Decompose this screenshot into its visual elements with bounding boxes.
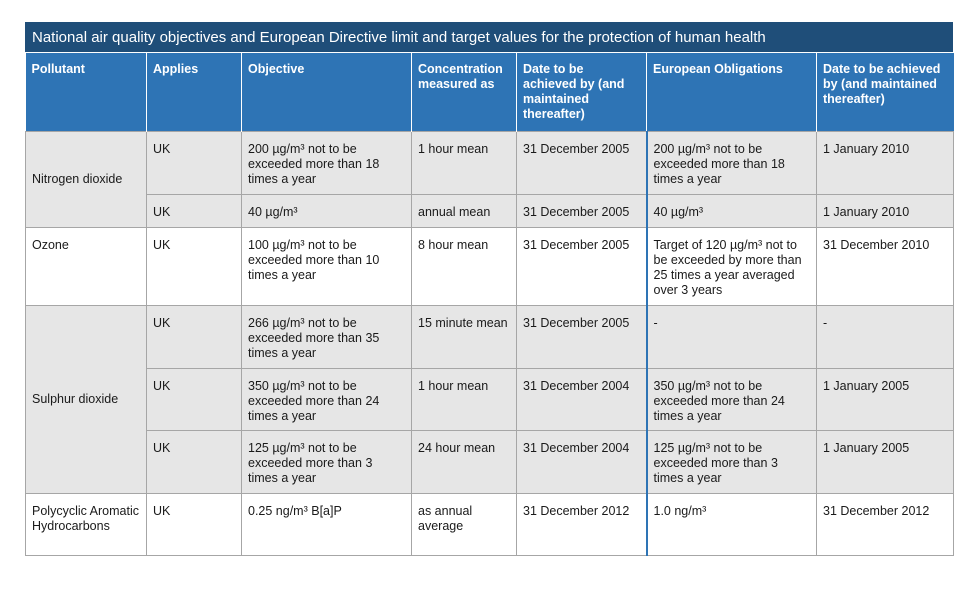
table-title: National air quality objectives and Euro…: [25, 22, 953, 53]
header-pollutant: Pollutant: [25, 53, 147, 131]
table-row: Ozone UK 100 µg/m³ not to be exceeded mo…: [25, 226, 954, 306]
objective-cell: 350 µg/m³ not to be exceeded more than 2…: [241, 367, 412, 431]
applies-cell: UK: [146, 226, 242, 306]
pollutant-cell: Polycyclic Aromatic Hydrocarbons: [25, 492, 147, 556]
eu-date-cell: 1 January 2010: [816, 130, 954, 195]
objective-cell: 266 µg/m³ not to be exceeded more than 3…: [241, 304, 412, 369]
date-cell: 31 December 2005: [516, 193, 647, 228]
objective-cell: 0.25 ng/m³ B[a]P: [241, 492, 412, 556]
header-date-achieved: Date to be achieved by (and maintained t…: [516, 53, 647, 131]
pollutant-cell: Ozone: [25, 226, 147, 306]
measured-cell: 15 minute mean: [411, 304, 517, 369]
measured-cell: annual mean: [411, 193, 517, 228]
header-eu-date-achieved: Date to be achieved by (and maintained t…: [816, 53, 954, 131]
table-row: Sulphur dioxide UK 266 µg/m³ not to be e…: [25, 304, 954, 494]
objective-cell: 200 µg/m³ not to be exceeded more than 1…: [241, 130, 412, 195]
pollutant-cell: Sulphur dioxide: [25, 304, 147, 494]
date-cell: 31 December 2005: [516, 304, 647, 369]
eu-obligation-cell: 350 µg/m³ not to be exceeded more than 2…: [645, 367, 817, 431]
eu-obligation-cell: Target of 120 µg/m³ not to be exceeded b…: [645, 226, 817, 306]
objective-cell: 100 µg/m³ not to be exceeded more than 1…: [241, 226, 412, 306]
table-row: UK 40 µg/m³ annual mean 31 December 2005…: [26, 193, 954, 228]
applies-cell: UK: [146, 130, 242, 195]
eu-date-cell: 1 January 2010: [816, 193, 954, 228]
eu-date-cell: -: [816, 304, 954, 369]
air-quality-table-container: National air quality objectives and Euro…: [25, 22, 954, 556]
eu-obligation-cell: 1.0 ng/m³: [645, 492, 817, 556]
measured-cell: as annual average: [411, 492, 517, 556]
eu-obligation-cell: 125 µg/m³ not to be exceeded more than 3…: [645, 429, 817, 494]
date-cell: 31 December 2012: [516, 492, 647, 556]
header-applies: Applies: [146, 53, 242, 131]
eu-obligation-cell: 200 µg/m³ not to be exceeded more than 1…: [645, 130, 817, 195]
eu-date-cell: 31 December 2010: [816, 226, 954, 306]
objective-cell: 125 µg/m³ not to be exceeded more than 3…: [241, 429, 412, 494]
measured-cell: 1 hour mean: [411, 367, 517, 431]
header-objective: Objective: [241, 53, 412, 131]
table-row: UK 350 µg/m³ not to be exceeded more tha…: [26, 367, 954, 431]
applies-cell: UK: [146, 193, 242, 228]
applies-cell: UK: [146, 429, 242, 494]
objective-cell: 40 µg/m³: [241, 193, 412, 228]
eu-obligation-cell: 40 µg/m³: [645, 193, 817, 228]
applies-cell: UK: [146, 304, 242, 369]
eu-date-cell: 1 January 2005: [816, 367, 954, 431]
eu-date-cell: 1 January 2005: [816, 429, 954, 494]
applies-cell: UK: [146, 367, 242, 431]
date-cell: 31 December 2004: [516, 429, 647, 494]
applies-cell: UK: [146, 492, 242, 556]
eu-date-cell: 31 December 2012: [816, 492, 954, 556]
table-row: UK 125 µg/m³ not to be exceeded more tha…: [26, 429, 954, 494]
measured-cell: 1 hour mean: [411, 130, 517, 195]
measured-cell: 8 hour mean: [411, 226, 517, 306]
measured-cell: 24 hour mean: [411, 429, 517, 494]
table-header-row: Pollutant Applies Objective Concentratio…: [25, 53, 954, 131]
air-quality-table: Pollutant Applies Objective Concentratio…: [25, 53, 954, 556]
eu-obligation-cell: -: [645, 304, 817, 369]
table-row: Polycyclic Aromatic Hydrocarbons UK 0.25…: [25, 492, 954, 556]
date-cell: 31 December 2005: [516, 226, 647, 306]
table-row: Nitrogen dioxide UK 200 µg/m³ not to be …: [25, 130, 954, 228]
header-european-obligations: European Obligations: [646, 53, 817, 131]
date-cell: 31 December 2004: [516, 367, 647, 431]
header-concentration-measured: Concentration measured as: [411, 53, 517, 131]
date-cell: 31 December 2005: [516, 130, 647, 195]
pollutant-cell: Nitrogen dioxide: [25, 130, 147, 228]
